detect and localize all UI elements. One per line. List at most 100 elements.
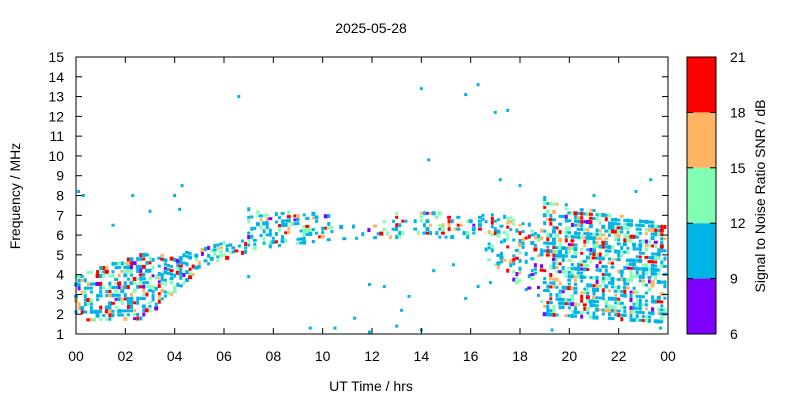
data-point xyxy=(567,258,572,262)
data-point xyxy=(268,244,272,249)
data-point xyxy=(123,261,127,265)
data-point xyxy=(570,255,574,259)
data-point xyxy=(472,231,476,235)
data-point xyxy=(330,230,334,233)
data-point xyxy=(132,261,137,266)
data-point xyxy=(540,264,544,269)
data-point xyxy=(518,223,522,227)
data-point xyxy=(570,310,574,314)
data-point xyxy=(311,228,315,232)
data-point xyxy=(577,235,581,240)
data-point xyxy=(210,249,214,253)
data-point xyxy=(265,233,269,237)
data-point xyxy=(546,245,550,249)
data-point xyxy=(567,246,571,251)
data-point xyxy=(551,218,556,222)
data-point xyxy=(117,281,122,286)
data-point xyxy=(598,232,602,237)
data-point xyxy=(114,285,118,289)
data-point xyxy=(610,281,615,285)
data-point xyxy=(611,229,614,234)
colorbar: 6 9 12 15 18 21 xyxy=(687,49,746,342)
data-point xyxy=(552,246,556,249)
data-point xyxy=(638,251,642,255)
data-point xyxy=(496,218,500,222)
data-point xyxy=(114,305,118,309)
data-point xyxy=(197,260,201,265)
data-point xyxy=(518,271,522,275)
data-point xyxy=(650,271,655,276)
data-point xyxy=(108,305,112,310)
data-point xyxy=(117,309,122,314)
data-point xyxy=(83,286,87,290)
data-point xyxy=(629,222,633,227)
data-point xyxy=(237,244,241,248)
data-point xyxy=(644,307,648,311)
data-point xyxy=(157,264,161,268)
data-point xyxy=(653,299,658,304)
data-point xyxy=(142,281,146,285)
data-point xyxy=(651,244,655,248)
data-point xyxy=(247,275,251,279)
data-point xyxy=(626,231,630,234)
data-point xyxy=(558,281,562,286)
data-point xyxy=(93,317,96,322)
data-point xyxy=(441,223,445,228)
data-point xyxy=(614,217,618,222)
data-point xyxy=(321,226,325,231)
data-point xyxy=(527,274,531,279)
data-point xyxy=(83,310,88,314)
data-point xyxy=(499,224,504,228)
data-point xyxy=(514,248,519,252)
data-point xyxy=(656,319,661,324)
data-point xyxy=(126,304,130,309)
data-point xyxy=(493,227,497,232)
data-point xyxy=(148,289,152,292)
data-point xyxy=(545,209,550,214)
data-point xyxy=(592,296,596,300)
y-tick-label: 10 xyxy=(48,148,64,164)
data-point xyxy=(496,265,500,270)
data-point xyxy=(136,316,140,321)
data-point xyxy=(548,218,553,222)
data-point xyxy=(427,158,431,162)
data-point xyxy=(638,279,642,283)
data-point xyxy=(231,246,236,250)
data-point xyxy=(623,309,627,314)
data-point xyxy=(644,315,648,319)
data-point xyxy=(126,257,130,262)
data-point xyxy=(111,270,115,274)
data-point xyxy=(130,304,133,309)
data-point xyxy=(629,313,633,318)
data-point xyxy=(181,261,186,265)
data-point xyxy=(126,300,130,305)
data-point xyxy=(549,213,553,218)
data-point xyxy=(157,272,161,276)
data-point xyxy=(650,263,655,268)
data-point xyxy=(592,209,596,212)
data-point xyxy=(157,256,162,260)
data-point xyxy=(130,300,133,305)
data-point xyxy=(641,303,646,307)
data-point xyxy=(533,232,537,236)
data-point xyxy=(567,278,572,282)
data-point xyxy=(92,282,97,286)
data-point xyxy=(589,232,593,236)
data-point xyxy=(589,283,593,288)
data-point xyxy=(641,224,645,228)
data-point xyxy=(611,296,614,301)
data-point xyxy=(86,298,91,302)
data-point xyxy=(327,214,331,218)
data-point xyxy=(601,312,605,316)
data-point xyxy=(577,223,581,227)
data-point xyxy=(142,272,146,277)
data-point xyxy=(395,324,399,328)
data-point xyxy=(607,312,611,317)
data-point xyxy=(551,257,556,261)
data-point xyxy=(120,289,125,294)
data-point xyxy=(641,283,645,287)
data-point xyxy=(654,232,658,237)
data-point xyxy=(95,274,100,278)
data-point xyxy=(477,227,482,231)
data-point xyxy=(287,226,291,231)
